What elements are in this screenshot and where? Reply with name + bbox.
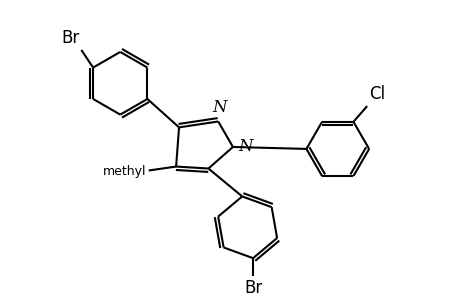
Text: N: N: [212, 99, 226, 116]
Text: N: N: [237, 139, 252, 155]
Text: methyl: methyl: [103, 165, 146, 178]
Text: Br: Br: [243, 279, 262, 297]
Text: Br: Br: [61, 29, 79, 47]
Text: Cl: Cl: [368, 85, 384, 103]
